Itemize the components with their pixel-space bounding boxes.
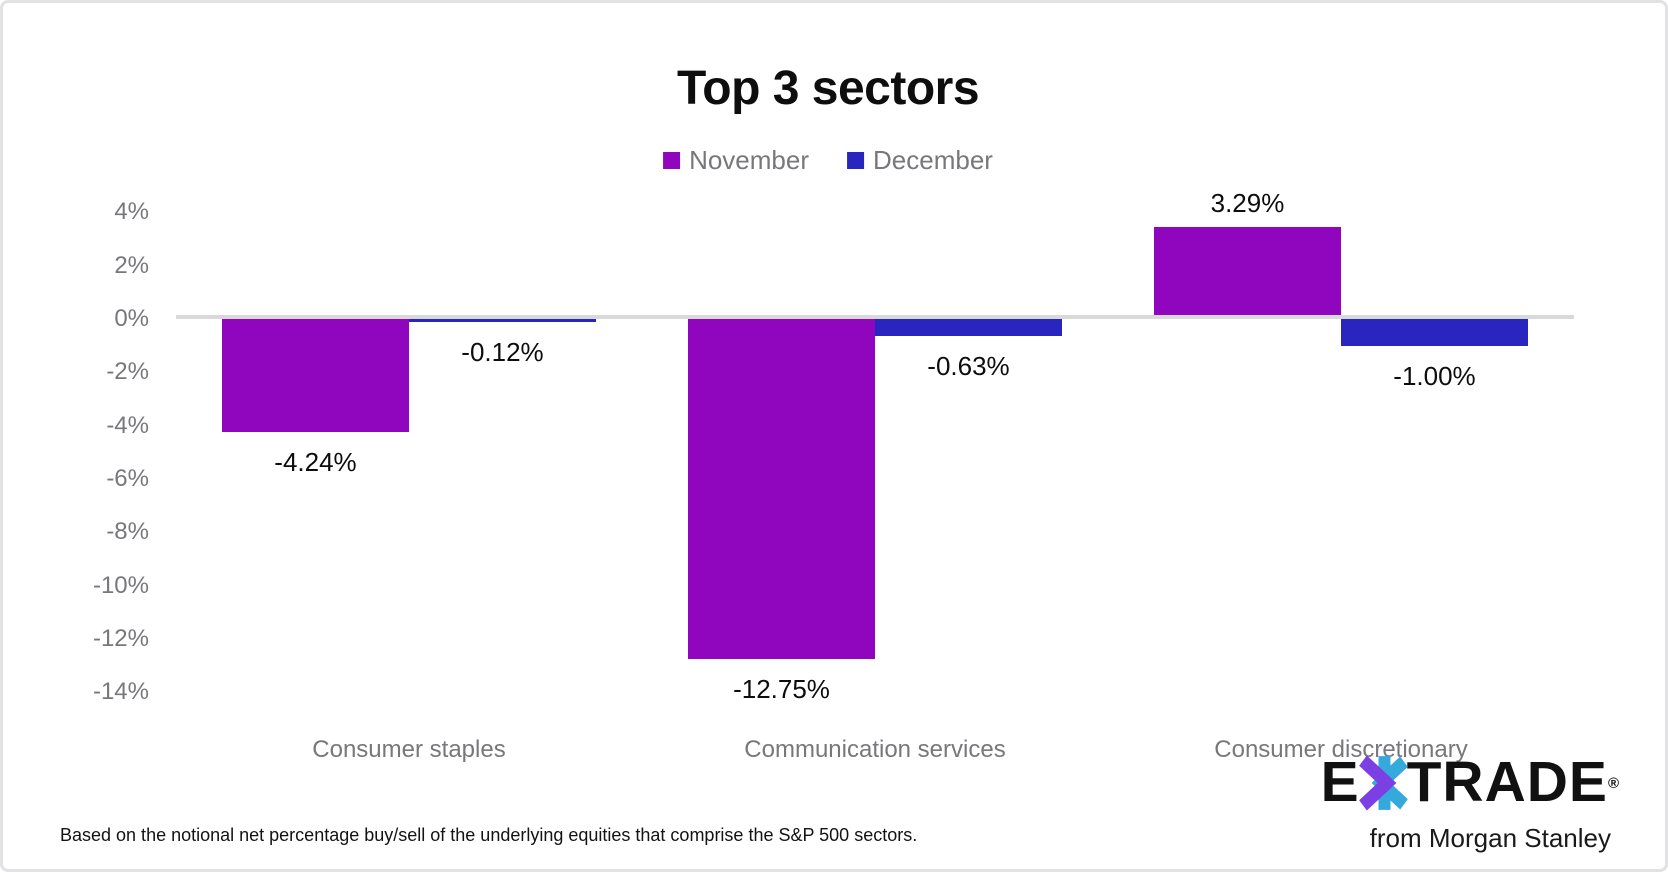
y-axis-tick-label: -12% [92, 624, 149, 652]
y-axis-tick-label: 0% [114, 305, 149, 332]
logo-tagline: from Morgan Stanley [1369, 823, 1611, 853]
plot-area: 4% 2% 0% -2% -4% -6% -8% -10% -12% -14% -4.24% -0.1… [3, 3, 1665, 869]
chart-title: Top 3 sectors [676, 62, 980, 115]
logo-word-trade: TRADE [1406, 750, 1608, 814]
registered-trademark-icon: ® [1607, 775, 1619, 792]
zero-baseline [176, 315, 1574, 319]
y-axis-tick-label: -2% [106, 358, 149, 386]
data-label-november-communication-services: -12.75% [733, 674, 830, 704]
footnote: Based on the notional net percentage buy… [60, 825, 918, 845]
category-label-communication-services: Communication services [744, 736, 1006, 763]
y-axis-tick-label: -10% [92, 571, 149, 599]
data-label-december-consumer-staples: -0.12% [461, 337, 544, 367]
legend: November December [663, 145, 993, 176]
y-axis-tick-label: -14% [92, 678, 149, 706]
category-label-consumer-discretionary: Consumer discretionary [1214, 736, 1468, 763]
y-axis-tick-label: -4% [106, 411, 149, 439]
y-axis-tick-label: -8% [106, 518, 149, 546]
y-axis-tick-label: 4% [114, 198, 149, 226]
y-axis-tick-label: -6% [106, 464, 149, 492]
legend-item-december: December [847, 145, 993, 176]
legend-item-november: November [663, 145, 809, 176]
legend-label-december: December [873, 145, 993, 175]
etrade-logo: E TRADE ® from Morgan Stanley [1321, 751, 1619, 854]
etrade-asterisk-icon [1358, 755, 1408, 811]
legend-swatch-november [663, 152, 681, 169]
legend-label-november: November [689, 145, 809, 175]
legend-swatch-december [847, 152, 864, 169]
bar-november-consumer-discretionary [1154, 227, 1341, 315]
data-label-december-communication-services: -0.63% [927, 351, 1010, 381]
bar-december-consumer-staples [409, 319, 596, 322]
data-label-december-consumer-discretionary: -1.00% [1393, 361, 1476, 391]
bar-november-communication-services [688, 319, 875, 659]
data-label-november-consumer-staples: -4.24% [274, 447, 357, 477]
data-label-november-consumer-discretionary: 3.29% [1210, 188, 1285, 218]
bar-november-consumer-staples [222, 319, 409, 432]
logo-letter-e: E [1320, 750, 1360, 814]
category-label-consumer-staples: Consumer staples [312, 736, 506, 763]
bar-december-communication-services [875, 319, 1062, 336]
bar-december-consumer-discretionary [1341, 319, 1528, 346]
y-axis-tick-label: 2% [114, 251, 149, 279]
etrade-wordmark: E TRADE ® [1321, 751, 1619, 813]
